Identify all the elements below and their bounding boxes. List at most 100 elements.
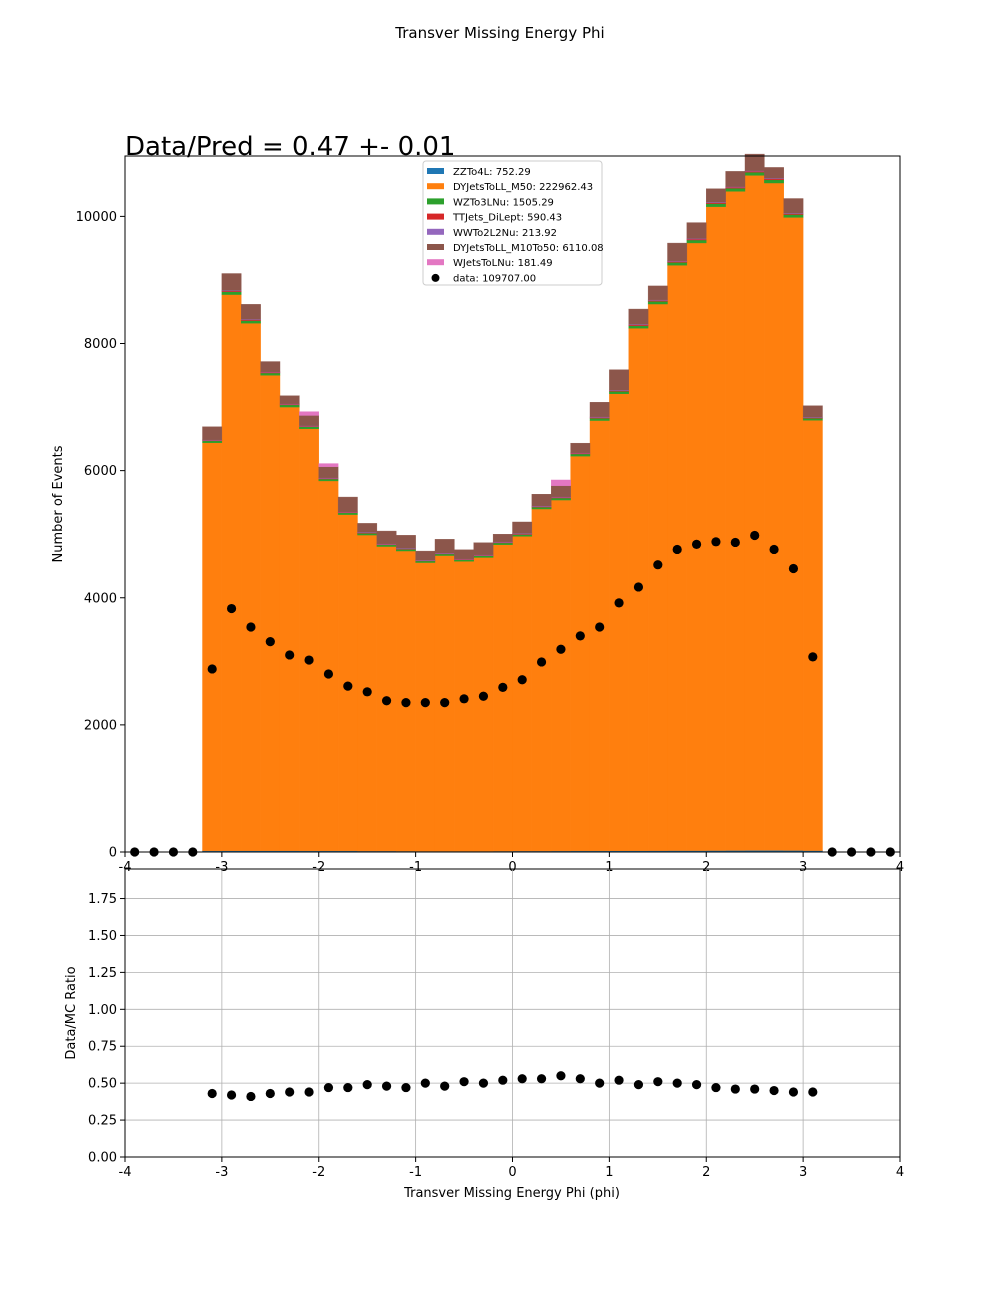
data-point-15	[420, 698, 430, 708]
ratio-y-tick-label-7: 1.75	[88, 892, 117, 907]
ratio-point-22	[633, 1080, 644, 1090]
ratio-y-tick-label-1: 0.25	[88, 1114, 117, 1129]
ratio-point-10	[401, 1082, 411, 1093]
data-point-26	[633, 582, 644, 592]
bar-WZTo3LNu-6	[241, 320, 261, 324]
ratio-x-tick-label-4: 0	[508, 1165, 516, 1180]
data-point-35	[808, 652, 818, 662]
bar-DYJetsToLL_M10To50-19	[492, 534, 513, 543]
main-x-tick-label-7: 3	[799, 860, 807, 875]
ratio-y-tick-label-3: 0.75	[88, 1040, 117, 1055]
bar-DYJetsToLL_M50-28	[667, 264, 688, 851]
ratio-point-3	[265, 1088, 275, 1099]
bar-DYJetsToLL_M50-17	[454, 561, 474, 852]
main-title: Data/Pred = 0.47 +- 0.01	[125, 132, 455, 162]
ratio-point-15	[498, 1075, 508, 1085]
main-x-tick-label-0: -4	[119, 860, 132, 875]
legend: ZZTo4L: 752.29 DYJetsToLL_M50: 222962.43 W…	[422, 160, 604, 286]
bar-WZTo3LNu-8	[279, 404, 300, 408]
data-point-14	[401, 698, 411, 708]
bar-WZTo3LNu-32	[744, 172, 765, 176]
main-x-tick-label-6: 2	[702, 860, 710, 875]
bar-DYJetsToLL_M10To50-28	[667, 242, 688, 262]
ratio-point-24	[672, 1078, 682, 1088]
ratio-point-17	[536, 1074, 547, 1084]
bar-DYJetsToLL_M50-10	[318, 480, 339, 852]
bar-WZTo3LNu-24	[589, 418, 610, 421]
bar-WJetsToLNu-9	[299, 411, 319, 416]
main-x-axis: -4 -3 -2 -1 0 1 2 3 4	[119, 852, 904, 875]
bar-DYJetsToLL_M50-7	[260, 375, 281, 851]
main-y-tick-label-3: 6000	[84, 464, 117, 479]
data-point-12	[362, 687, 372, 697]
ratio-y-tick-label-6: 1.50	[88, 929, 117, 944]
bar-DYJetsToLL_M50-23	[570, 455, 591, 852]
bar-DYJetsToLL_M50-25	[609, 393, 629, 851]
data-point-17	[459, 694, 469, 704]
data-point-18	[478, 691, 489, 701]
main-panel: -4 -3 -2 -1 0 1 2 3 4 0 2000 4000 6000 8000 10000 Dat…	[51, 132, 904, 875]
ratio-point-12	[440, 1081, 450, 1091]
data-point-10	[323, 669, 334, 679]
data-point-19	[498, 682, 508, 692]
bar-DYJetsToLL_M10To50-31	[725, 171, 746, 187]
ratio-x-tick-label-3: -1	[409, 1165, 422, 1180]
ratio-x-tick-label-2: -2	[312, 1165, 325, 1180]
bar-WZTo3LNu-5	[221, 291, 242, 295]
bar-DYJetsToLL_M50-4	[202, 442, 223, 852]
ratio-point-16	[517, 1074, 527, 1084]
ratio-point-27	[730, 1084, 740, 1094]
bar-DYJetsToLL_M10To50-35	[802, 405, 823, 418]
bar-DYJetsToLL_M10To50-29	[686, 222, 707, 239]
bar-DYJetsToLL_M50-35	[802, 420, 823, 851]
main-x-tick-label-2: -2	[312, 860, 325, 875]
bar-WZTo3LNu-17	[454, 559, 474, 562]
data-point-11	[343, 681, 353, 691]
bar-WZTo3LNu-30	[706, 203, 726, 207]
data-point-28	[672, 544, 682, 555]
ratio-x-tick-label-7: 3	[799, 1165, 807, 1180]
ratio-point-7	[343, 1082, 353, 1093]
bar-WZTo3LNu-26	[628, 325, 649, 329]
bar-DYJetsToLL_M50-24	[589, 420, 610, 852]
legend-label-2: WZTo3LNu: 1505.29	[453, 197, 554, 208]
legend-swatch-6	[427, 259, 444, 266]
bar-DYJetsToLL_M10To50-34	[783, 198, 804, 214]
ratio-y-tick-label-4: 1.00	[88, 1003, 117, 1018]
bar-WZTo3LNu-14	[396, 549, 416, 552]
data-point-27	[653, 560, 663, 570]
main-y-tick-label-5: 10000	[76, 210, 117, 225]
data-point-6	[246, 622, 256, 632]
main-x-tick-label-1: -3	[215, 860, 228, 875]
bar-DYJetsToLL_M50-5	[221, 294, 242, 851]
ratio-point-0	[207, 1088, 217, 1099]
ratio-point-23	[653, 1077, 663, 1087]
ratio-point-28	[750, 1084, 760, 1094]
ratio-point-11	[420, 1078, 430, 1088]
main-x-tick-label-3: -1	[409, 860, 422, 875]
ratio-point-9	[381, 1081, 392, 1091]
main-ylabel: Number of Events	[51, 445, 66, 562]
ratio-point-31	[808, 1087, 818, 1097]
bar-DYJetsToLL_M10To50-10	[318, 466, 339, 479]
data-point-9	[304, 655, 314, 665]
bar-WZTo3LNu-18	[473, 555, 494, 558]
ratio-point-8	[362, 1080, 372, 1090]
bar-DYJetsToLL_M10To50-33	[764, 167, 784, 179]
data-point-20	[517, 675, 527, 685]
legend-marker-7	[431, 273, 440, 282]
ratio-y-axis: 0.00 0.25 0.50 0.75 1.00 1.25 1.50 1.75	[88, 892, 125, 1166]
bar-DYJetsToLL_M10To50-30	[706, 188, 726, 203]
bar-DYJetsToLL_M10To50-18	[473, 542, 494, 555]
bar-DYJetsToLL_M50-20	[512, 536, 533, 852]
bar-WZTo3LNu-19	[492, 542, 513, 545]
legend-swatch-2	[427, 198, 444, 205]
series-WZTo3LNu	[202, 172, 823, 563]
data-point-13	[381, 696, 392, 706]
bar-DYJetsToLL_M10To50-27	[647, 285, 668, 301]
ratio-x-axis: -4 -3 -2 -1 0 1 2 3 4	[119, 1157, 904, 1180]
data-point-16	[440, 698, 450, 708]
ratio-point-4	[285, 1087, 295, 1097]
bar-WZTo3LNu-35	[802, 418, 823, 421]
bar-DYJetsToLL_M10To50-11	[337, 496, 358, 512]
